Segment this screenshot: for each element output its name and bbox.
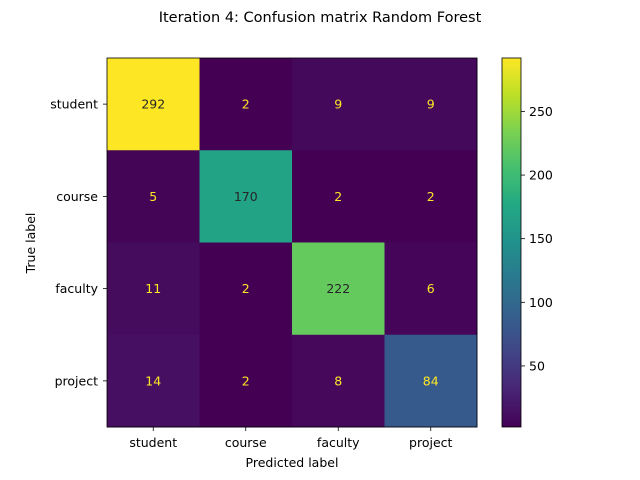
x-axis-ticks: student course faculty project: [129, 427, 453, 450]
y-tick-label: course: [56, 189, 98, 204]
heatmap-cell: [384, 334, 478, 428]
y-tick-label: faculty: [55, 281, 98, 296]
cell-value-label: 170: [234, 189, 258, 204]
colorbar-tick-label: 200: [529, 168, 553, 183]
colorbar-tick-label: 250: [529, 104, 553, 119]
heatmap-cell: [107, 58, 200, 151]
cell-value-label: 2: [427, 189, 435, 204]
colorbar-tick-label: 50: [529, 358, 545, 373]
heatmap-cells: 292 2 9 95 170 2 211 2 222 614 2 8 84: [107, 58, 478, 428]
x-tick-label: project: [409, 435, 452, 450]
cell-value-label: 14: [145, 373, 161, 388]
heatmap-cell: [292, 58, 385, 151]
colorbar-tick-label: 100: [529, 295, 553, 310]
heatmap-cell: [107, 334, 200, 428]
heatmap-cell: [199, 58, 293, 151]
y-tick-label: student: [50, 97, 98, 112]
plot-frame: [106, 57, 478, 428]
colorbar-ticks: 50 100 150 200 250: [521, 104, 553, 373]
colorbar: [501, 57, 522, 428]
cell-value-label: 292: [141, 97, 165, 112]
cell-value-label: 222: [326, 281, 350, 296]
y-tick-label: project: [55, 373, 98, 388]
heatmap-cell: [384, 242, 478, 336]
heatmap-cell: [107, 150, 200, 243]
cell-value-label: 11: [145, 281, 161, 296]
cell-value-label: 5: [149, 189, 157, 204]
cell-value-label: 2: [334, 189, 342, 204]
cell-value-label: 6: [427, 281, 435, 296]
cell-value-label: 84: [423, 373, 439, 388]
x-tick-label: student: [129, 435, 177, 450]
heatmap-cell: [384, 58, 478, 151]
cell-value-label: 2: [242, 281, 250, 296]
y-axis-ticks: student course faculty project: [50, 97, 107, 388]
cell-value-label: 9: [334, 97, 342, 112]
heatmap-cell: [292, 334, 385, 428]
cell-value-label: 8: [334, 373, 342, 388]
heatmap-cell: [384, 150, 478, 243]
heatmap-cell: [107, 242, 200, 336]
cell-value-label: 2: [242, 97, 250, 112]
x-tick-label: course: [225, 435, 267, 450]
y-axis-label: True label: [23, 213, 38, 275]
chart-title: Iteration 4: Confusion matrix Random For…: [159, 10, 482, 26]
x-axis-label: Predicted label: [246, 455, 339, 470]
heatmap-cell: [199, 242, 293, 336]
heatmap-cell: [199, 150, 293, 243]
heatmap-cell: [292, 150, 385, 243]
cell-value-label: 9: [427, 97, 435, 112]
colorbar-tick-label: 150: [529, 231, 553, 246]
x-tick-label: faculty: [317, 435, 360, 450]
heatmap-cell: [199, 334, 293, 428]
cell-value-label: 2: [242, 373, 250, 388]
heatmap-cell: [292, 242, 385, 336]
